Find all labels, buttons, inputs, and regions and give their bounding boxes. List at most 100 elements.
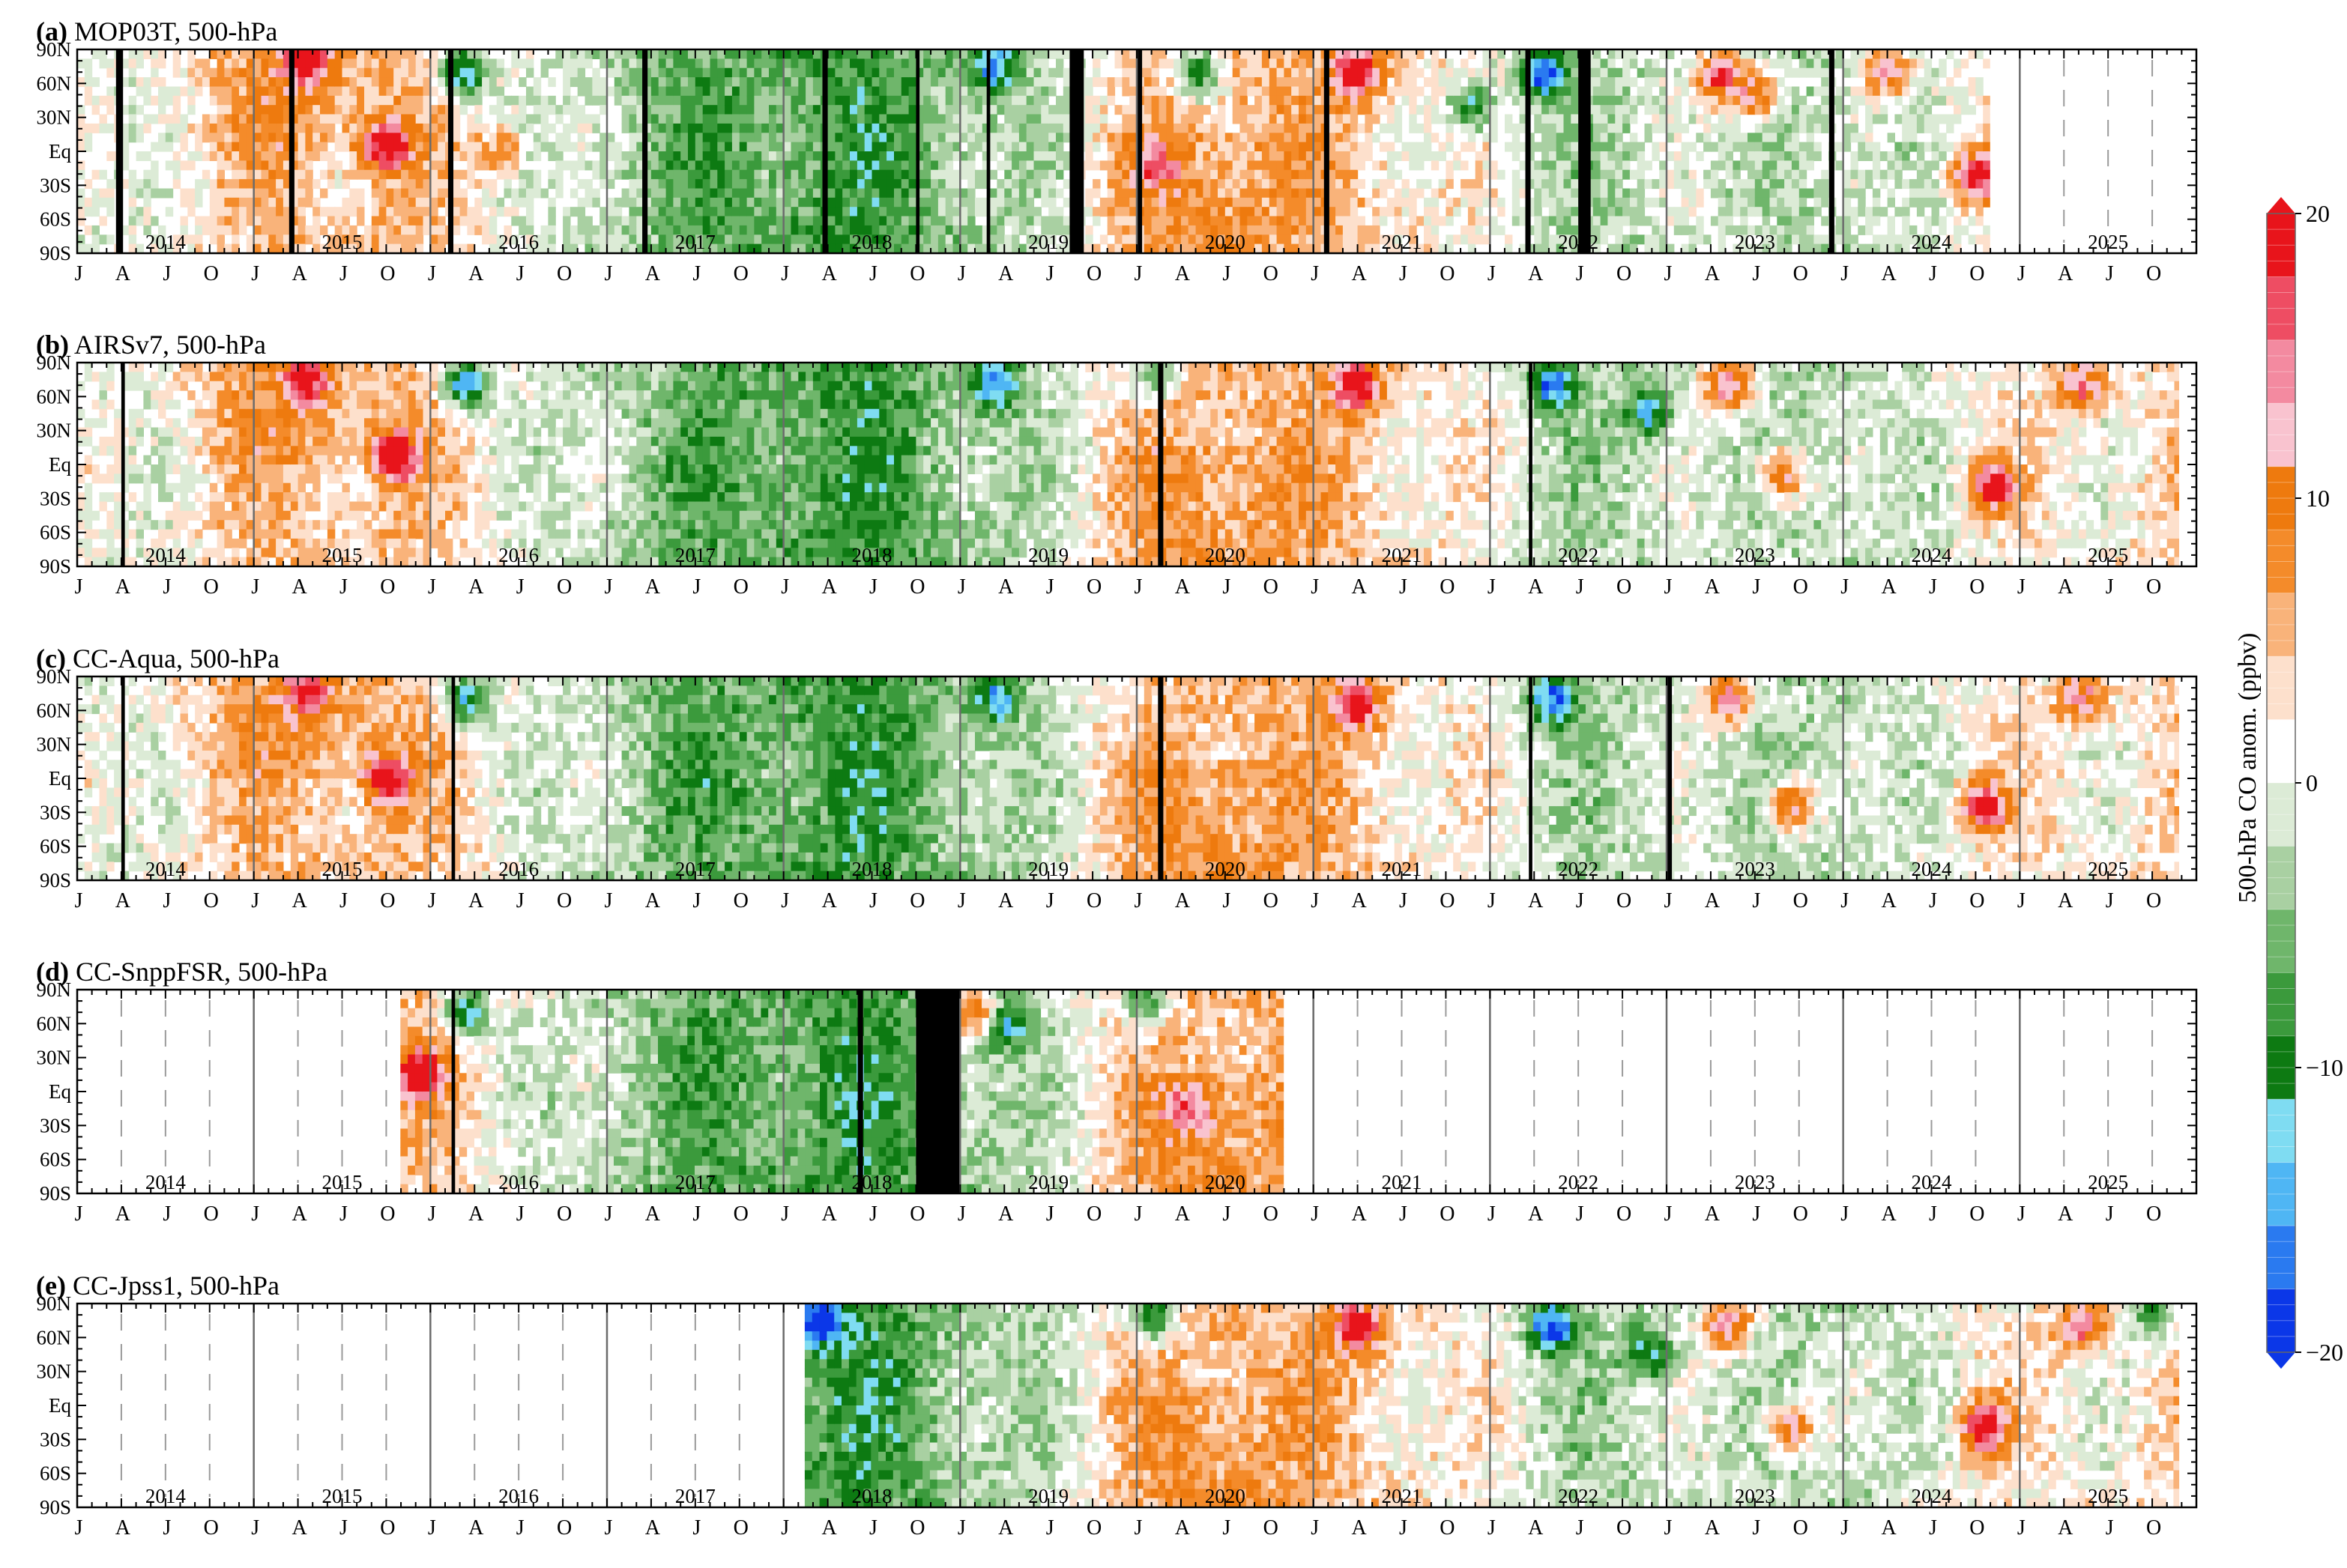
heatmap-cell xyxy=(644,188,652,199)
heatmap-cell xyxy=(1548,179,1557,190)
heatmap-cell xyxy=(371,67,380,78)
heatmap-cell xyxy=(827,243,836,253)
heatmap-cell xyxy=(342,197,350,208)
heatmap-cell xyxy=(1004,123,1012,133)
heatmap-cell xyxy=(1365,225,1373,235)
heatmap-cell xyxy=(886,151,895,161)
heatmap-cell xyxy=(283,114,292,124)
heatmap-cell xyxy=(1409,105,1417,115)
heatmap-cell xyxy=(1600,58,1608,69)
heatmap-cell xyxy=(1232,114,1241,124)
heatmap-cell xyxy=(688,234,696,245)
heatmap-cell xyxy=(1409,243,1417,253)
heatmap-cell xyxy=(1254,207,1263,217)
heatmap-cell xyxy=(378,142,387,152)
heatmap-cell xyxy=(91,188,100,199)
heatmap-cell xyxy=(1563,160,1571,171)
heatmap-cell xyxy=(423,86,431,97)
heatmap-cell xyxy=(1710,105,1719,115)
heatmap-cell xyxy=(1954,142,1962,152)
heatmap-cell xyxy=(901,58,910,69)
heatmap-cell xyxy=(1983,160,1990,171)
heatmap-cell xyxy=(438,142,446,152)
heatmap-cell xyxy=(1247,234,1255,245)
heatmap-cell xyxy=(1239,151,1248,161)
heatmap-cell xyxy=(1821,243,1829,253)
heatmap-cell xyxy=(599,58,608,69)
heatmap-cell xyxy=(261,207,269,217)
heatmap-cell xyxy=(386,58,394,69)
heatmap-cell xyxy=(1534,95,1542,106)
heatmap-cell xyxy=(371,151,380,161)
heatmap-cell xyxy=(769,225,777,235)
heatmap-cell xyxy=(1218,133,1226,143)
heatmap-cell xyxy=(806,179,814,190)
heatmap-cell xyxy=(791,58,799,69)
heatmap-cell xyxy=(702,114,711,124)
heatmap-cell xyxy=(1431,58,1440,69)
heatmap-cell xyxy=(1652,216,1660,226)
heatmap-cell xyxy=(1416,142,1425,152)
heatmap-cell xyxy=(378,123,387,133)
heatmap-cell xyxy=(232,86,240,97)
heatmap-cell xyxy=(1431,133,1440,143)
heatmap-cell xyxy=(1526,179,1535,190)
heatmap-cell xyxy=(967,169,976,180)
heatmap-cell xyxy=(496,123,505,133)
heatmap-cell xyxy=(1394,243,1403,253)
heatmap-cell xyxy=(1342,58,1351,69)
heatmap-cell xyxy=(1107,95,1116,106)
heatmap-cell xyxy=(908,225,916,235)
heatmap-cell xyxy=(415,197,424,208)
heatmap-cell xyxy=(975,179,983,190)
heatmap-cell xyxy=(1740,95,1748,106)
heatmap-cell xyxy=(1467,197,1476,208)
heatmap-cell xyxy=(1099,95,1108,106)
heatmap-cell xyxy=(143,207,151,217)
heatmap-cell xyxy=(577,225,586,235)
heatmap-cell xyxy=(835,95,843,106)
heatmap-cell xyxy=(1548,67,1557,78)
heatmap-cell xyxy=(239,207,247,217)
heatmap-cell xyxy=(1357,86,1365,97)
heatmap-cell xyxy=(1909,188,1918,199)
heatmap-cell xyxy=(1380,160,1388,171)
heatmap-cell xyxy=(989,105,997,115)
heatmap-cell xyxy=(430,133,438,143)
heatmap-cell xyxy=(725,243,733,253)
heatmap-cell xyxy=(864,86,873,97)
heatmap-cell xyxy=(1365,234,1373,245)
heatmap-cell xyxy=(1725,105,1733,115)
heatmap-cell xyxy=(886,67,895,78)
heatmap-cell xyxy=(1548,207,1557,217)
heatmap-cell xyxy=(967,123,976,133)
heatmap-cell xyxy=(731,67,740,78)
heatmap-cell xyxy=(1188,123,1197,133)
heatmap-cell xyxy=(585,160,593,171)
heatmap-cell xyxy=(334,234,343,245)
heatmap-cell xyxy=(1534,160,1542,171)
heatmap-cell xyxy=(143,216,151,226)
heatmap-cell xyxy=(798,142,806,152)
heatmap-cell xyxy=(1093,188,1101,199)
heatmap-cell xyxy=(1203,151,1211,161)
heatmap-cell xyxy=(253,77,262,88)
heatmap-cell xyxy=(563,160,571,171)
heatmap-cell xyxy=(1754,133,1763,143)
heatmap-cell xyxy=(680,86,689,97)
heatmap-cell xyxy=(1733,105,1741,115)
heatmap-cell xyxy=(1254,225,1263,235)
heatmap-cell xyxy=(783,114,792,124)
heatmap-cell xyxy=(195,123,203,133)
heatmap-cell xyxy=(791,243,799,253)
heatmap-cell xyxy=(1725,49,1733,59)
heatmap-cell xyxy=(1166,95,1174,106)
heatmap-cell xyxy=(452,133,461,143)
heatmap-cell xyxy=(688,133,696,143)
heatmap-cell xyxy=(1386,95,1395,106)
heatmap-cell xyxy=(430,160,438,171)
heatmap-cell xyxy=(636,225,644,235)
heatmap-cell xyxy=(923,169,931,180)
heatmap-cell xyxy=(1188,234,1197,245)
heatmap-cell xyxy=(474,49,483,59)
